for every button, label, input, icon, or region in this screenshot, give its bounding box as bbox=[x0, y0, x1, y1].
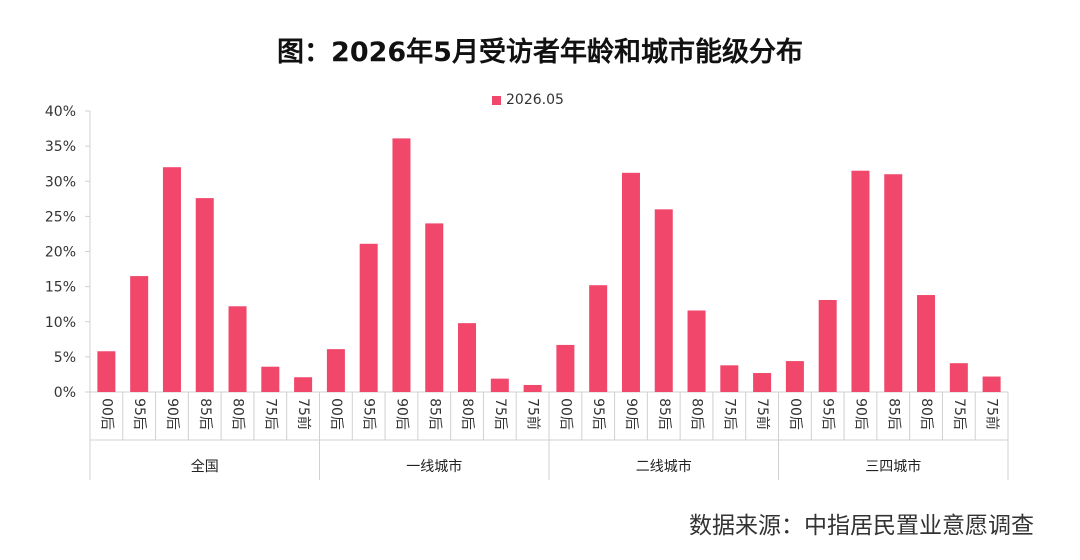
bar bbox=[523, 384, 542, 392]
x-tick-label: 85后 bbox=[197, 398, 213, 430]
x-tick-label: 95后 bbox=[131, 398, 147, 430]
bar bbox=[425, 223, 444, 392]
x-tick-label: 00后 bbox=[787, 398, 803, 430]
y-tick-label: 10% bbox=[45, 315, 76, 331]
y-tick-label: 20% bbox=[45, 245, 76, 261]
bar bbox=[130, 276, 149, 392]
bar bbox=[458, 323, 477, 392]
bar bbox=[785, 361, 804, 392]
x-tick-label: 90后 bbox=[623, 398, 639, 430]
x-tick-label: 80后 bbox=[918, 398, 934, 430]
bar bbox=[654, 209, 673, 392]
bar-chart: 0% 5% 10% 15% 20% 25% 30% 35% 40% 00后 95后 90后 85后 80后… bbox=[45, 104, 1009, 480]
bar bbox=[162, 167, 181, 392]
bar bbox=[261, 366, 280, 392]
y-tick-label: 15% bbox=[45, 280, 76, 296]
x-tick-label: 75后 bbox=[262, 398, 278, 430]
x-tick-label: 75前 bbox=[525, 398, 542, 430]
bar bbox=[982, 376, 1001, 392]
bar bbox=[949, 363, 968, 392]
y-tick-label: 30% bbox=[45, 174, 76, 190]
legend-label: 2026.05 bbox=[506, 92, 564, 108]
x-tick-label: 90后 bbox=[164, 398, 180, 430]
x-tick-label: 00后 bbox=[98, 398, 114, 430]
bar bbox=[818, 299, 837, 392]
legend-swatch bbox=[492, 95, 501, 105]
x-tick-label: 90后 bbox=[852, 398, 868, 430]
bar bbox=[621, 172, 640, 392]
bar bbox=[392, 138, 411, 392]
bar bbox=[720, 365, 739, 392]
x-tick-label: 85后 bbox=[426, 398, 442, 430]
bar bbox=[753, 373, 772, 392]
bar bbox=[294, 377, 313, 392]
group-label: 二线城市 bbox=[636, 458, 692, 475]
y-tick-label: 40% bbox=[45, 104, 76, 120]
y-tick-label: 35% bbox=[45, 139, 76, 155]
chart-title: 图：2026年5月受访者年龄和城市能级分布 bbox=[277, 37, 803, 68]
chart-legend: 2026.05 bbox=[492, 92, 564, 108]
bar bbox=[687, 310, 706, 392]
group-label: 三四城市 bbox=[865, 458, 921, 475]
y-tick-label: 0% bbox=[54, 385, 76, 401]
x-tick-label: 95后 bbox=[820, 398, 836, 430]
bar bbox=[589, 285, 608, 392]
x-tick-label: 00后 bbox=[328, 398, 344, 430]
x-tick-label: 80后 bbox=[459, 398, 475, 430]
bar bbox=[228, 306, 247, 392]
x-tick-label: 00后 bbox=[557, 398, 573, 430]
x-tick-label: 85后 bbox=[656, 398, 672, 430]
x-tick-label: 95后 bbox=[361, 398, 377, 430]
bar bbox=[917, 295, 936, 392]
bar bbox=[851, 170, 870, 392]
data-source: 数据来源：中指居民置业意愿调查 bbox=[689, 513, 1034, 539]
x-tick-label: 85后 bbox=[885, 398, 901, 430]
x-tick-label: 80后 bbox=[689, 398, 705, 430]
x-tick-label: 75后 bbox=[492, 398, 508, 430]
x-tick-label: 95后 bbox=[590, 398, 606, 430]
bar bbox=[97, 351, 116, 392]
y-tick-label: 25% bbox=[45, 209, 76, 225]
y-tick-label: 5% bbox=[54, 350, 76, 366]
group-label: 一线城市 bbox=[406, 458, 462, 475]
x-tick-label: 75后 bbox=[721, 398, 737, 430]
bar bbox=[326, 349, 345, 392]
group-label: 全国 bbox=[191, 458, 219, 475]
x-tick-label: 80后 bbox=[230, 398, 246, 430]
x-tick-label: 90后 bbox=[393, 398, 409, 430]
x-tick-label: 75前 bbox=[295, 398, 312, 430]
x-tick-label: 75前 bbox=[754, 398, 771, 430]
bar bbox=[195, 198, 214, 392]
bar bbox=[359, 243, 378, 392]
x-tick-label: 75前 bbox=[984, 398, 1001, 430]
x-tick-label: 75后 bbox=[951, 398, 967, 430]
bar bbox=[490, 378, 509, 392]
bar bbox=[556, 344, 575, 392]
bar bbox=[884, 174, 903, 392]
